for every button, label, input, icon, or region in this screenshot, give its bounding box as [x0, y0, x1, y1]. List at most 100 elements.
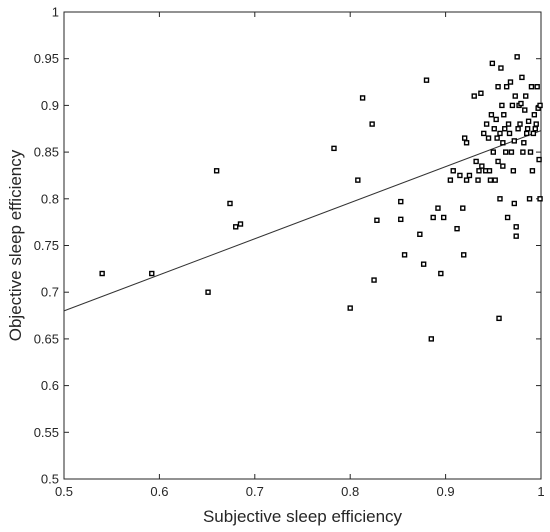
data-point [533, 121, 539, 127]
data-point [494, 135, 500, 141]
data-point [420, 261, 427, 267]
data-point [511, 200, 517, 207]
y-tick-label: 0.6 [41, 378, 59, 393]
data-point [331, 145, 337, 152]
data-point [471, 93, 477, 99]
data-point [505, 121, 512, 127]
data-point [435, 205, 441, 211]
y-axis-title: Objective sleep efficiency [6, 149, 25, 341]
data-point [491, 126, 497, 132]
data-point [510, 168, 517, 174]
data-point [495, 84, 501, 90]
data-point [371, 277, 377, 283]
data-point [507, 79, 514, 85]
data-point [497, 130, 503, 137]
data-point [500, 140, 506, 146]
data-point [513, 224, 519, 230]
data-point [233, 224, 239, 230]
data-point [489, 60, 496, 67]
data-point [359, 95, 366, 101]
x-tick-label: 0.8 [341, 484, 359, 499]
y-tick-label: 1 [52, 5, 59, 20]
y-tick-label: 0.75 [34, 238, 59, 253]
data-point [438, 270, 444, 277]
data-point [490, 149, 496, 155]
data-point [205, 289, 211, 295]
fit-line [63, 130, 542, 312]
y-tick-label: 0.55 [34, 425, 59, 440]
data-point [461, 135, 468, 141]
fit-line-group [63, 130, 542, 312]
data-point [374, 217, 380, 223]
data-point [475, 177, 481, 183]
data-point [355, 177, 361, 183]
data-point [417, 231, 423, 237]
data-point [513, 233, 519, 239]
y-tick-label: 0.65 [34, 331, 59, 346]
data-point [534, 84, 540, 90]
data-point [499, 102, 505, 109]
data-point [227, 200, 233, 207]
data-point [401, 252, 408, 258]
x-axis-title: Subjective sleep efficiency [203, 507, 403, 526]
data-point [537, 196, 543, 202]
y-tick-label: 0.5 [41, 472, 59, 487]
data-point [495, 158, 501, 165]
data-point [503, 149, 509, 155]
data-point [466, 172, 473, 179]
data-point [501, 112, 507, 118]
x-tick-label: 0.6 [150, 484, 168, 499]
data-point [514, 54, 520, 60]
data-points [99, 54, 543, 342]
data-point [486, 168, 493, 174]
data-point [398, 216, 404, 223]
data-point [512, 93, 518, 99]
data-point [502, 126, 508, 132]
data-point [523, 93, 529, 99]
data-point [440, 214, 447, 221]
data-point [522, 107, 528, 113]
data-point [213, 168, 220, 174]
data-point [530, 130, 537, 137]
data-point [529, 168, 536, 174]
data-point [517, 121, 523, 127]
y-tick-label: 0.7 [41, 285, 59, 300]
data-point [536, 156, 542, 163]
data-point [428, 336, 434, 342]
data-point [519, 74, 525, 81]
data-point [369, 121, 375, 127]
data-point [520, 149, 526, 155]
y-tick-label: 0.95 [34, 51, 59, 66]
data-point [532, 126, 538, 132]
axes: 0.5 0.6 0.7 0.8 0.9 1 0.5 0.55 0.6 0.65 0.7 0.75 0.8… [34, 5, 545, 500]
data-point [527, 149, 534, 155]
data-point [525, 118, 532, 124]
data-point [496, 315, 502, 322]
data-point [479, 163, 485, 169]
y-tick-label: 0.85 [34, 145, 59, 160]
data-point [463, 177, 470, 183]
data-point [483, 121, 490, 127]
data-point [528, 84, 535, 90]
data-point [526, 196, 533, 202]
data-point [518, 100, 524, 107]
data-point [99, 270, 105, 277]
data-point [488, 112, 495, 118]
data-point [515, 126, 521, 132]
y-tick-label: 0.9 [41, 98, 59, 113]
data-point [237, 221, 244, 227]
data-point [454, 225, 460, 232]
data-point [347, 305, 353, 311]
data-point [492, 177, 498, 183]
data-point [493, 116, 499, 123]
data-point [460, 205, 466, 211]
data-point [450, 168, 456, 174]
data-point [508, 149, 515, 155]
data-point [523, 130, 530, 137]
data-point [503, 84, 510, 90]
data-point [473, 158, 479, 165]
data-point [423, 77, 430, 83]
x-tick-label: 1 [537, 484, 544, 499]
data-point [521, 140, 527, 146]
